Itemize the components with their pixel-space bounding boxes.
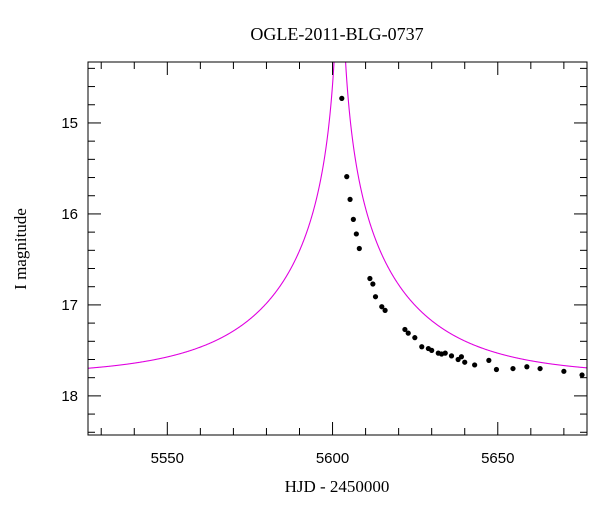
model-curve (88, 62, 587, 369)
data-point (367, 275, 373, 282)
data-point (524, 364, 530, 370)
data-point (493, 366, 500, 373)
data-point (448, 353, 455, 359)
data-point (462, 359, 468, 365)
data-point (382, 307, 388, 313)
y-tick-label: 15 (61, 115, 78, 132)
data-point (339, 95, 345, 101)
data-point (379, 304, 385, 310)
data-point (347, 196, 353, 202)
y-tick-label: 18 (61, 388, 78, 405)
data-point (561, 368, 567, 374)
tick-labels: 5550 5600 5650 15 16 17 18 (61, 115, 514, 467)
plot-frame (87, 61, 588, 436)
data-point (579, 372, 585, 378)
x-tick-label: 5550 (151, 450, 184, 467)
y-tick-label: 17 (61, 297, 78, 314)
data-point (350, 216, 356, 222)
y-tick-label: 16 (61, 206, 78, 223)
data-point (372, 294, 379, 300)
data-point (344, 174, 350, 180)
data-point (486, 357, 492, 363)
data-point (510, 365, 516, 372)
data-point (370, 281, 376, 287)
plot-area (87, 61, 588, 436)
y-axis-label: I magnitude (11, 208, 30, 290)
data-point (405, 330, 411, 336)
data-point (419, 344, 425, 350)
data-point (472, 362, 478, 368)
data-point (412, 335, 418, 341)
data-point (353, 231, 359, 237)
x-axis-label: HJD - 2450000 (285, 477, 390, 496)
data-point (537, 365, 543, 372)
data-point (442, 350, 448, 356)
axis-ticks (88, 62, 587, 435)
data-point (458, 354, 465, 360)
data-point (402, 326, 408, 333)
chart-title: OGLE-2011-BLG-0737 (250, 24, 423, 44)
x-tick-label: 5650 (481, 450, 514, 467)
data-point (356, 245, 362, 252)
x-tick-label: 5600 (316, 450, 349, 467)
data-point (429, 347, 435, 353)
